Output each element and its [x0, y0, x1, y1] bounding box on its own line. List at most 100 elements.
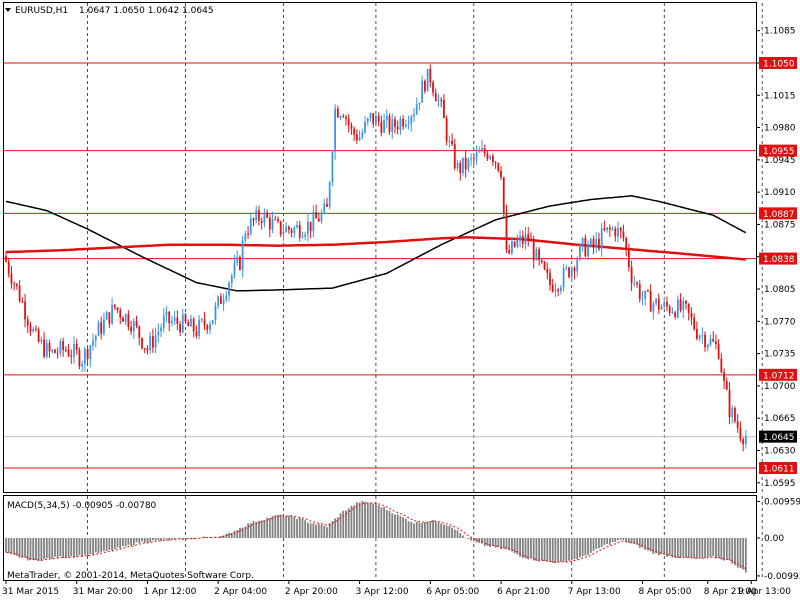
macd-bar	[375, 502, 377, 538]
candle-body	[391, 119, 394, 132]
candle-body	[200, 319, 203, 321]
macd-bar	[500, 538, 502, 549]
candle-body	[630, 267, 633, 284]
candle-body	[315, 212, 317, 219]
macd-bar	[179, 538, 181, 539]
chart-menu-triangle-icon[interactable]	[5, 8, 11, 12]
candle-body	[554, 289, 557, 292]
macd-bar	[519, 538, 521, 557]
time-tick-label: 31 Mar 2015	[2, 587, 59, 597]
candle-body	[5, 255, 7, 262]
macd-bar	[323, 525, 326, 538]
macd-bar	[45, 538, 48, 559]
macd-bar	[394, 514, 396, 538]
macd-bar	[24, 538, 26, 558]
macd-bar	[173, 538, 176, 539]
candle-body	[301, 236, 304, 238]
symbol-header: EURUSD,H1	[15, 6, 68, 16]
candle-body	[157, 331, 160, 336]
candle-body	[470, 158, 473, 160]
macd-bar	[89, 538, 92, 555]
candle-body	[410, 116, 413, 124]
macd-bar	[734, 538, 736, 566]
fast-moving-average	[5, 236, 746, 261]
candle-body	[423, 80, 426, 92]
candle-body	[679, 299, 682, 311]
candle-body	[355, 134, 358, 141]
macd-bar	[32, 538, 35, 560]
level-price-label: 1.0955	[763, 147, 795, 157]
macd-bar	[565, 538, 568, 563]
macd-bar	[622, 538, 625, 540]
macd-bar	[570, 538, 573, 561]
macd-bar	[682, 538, 685, 557]
macd-bar	[472, 538, 475, 542]
candle-body	[307, 221, 309, 235]
macd-bar	[595, 538, 598, 549]
macd-bar	[176, 538, 179, 539]
macd-bar	[56, 538, 59, 559]
macd-bar	[162, 538, 165, 540]
macd-bar	[334, 518, 337, 538]
macd-bar	[649, 538, 652, 552]
macd-bar	[141, 538, 143, 542]
macd-bar	[674, 538, 677, 558]
candle-body	[388, 115, 391, 132]
price-tick-label: 1.0805	[764, 285, 796, 295]
macd-bar	[690, 538, 693, 558]
candle-body	[587, 245, 589, 257]
level-price-label: 1.0712	[763, 371, 795, 381]
candle-body	[739, 427, 742, 440]
candle-body	[336, 108, 339, 118]
macd-bar	[530, 538, 532, 559]
candle-body	[568, 267, 570, 278]
candle-body	[37, 329, 40, 342]
candle-body	[489, 155, 492, 159]
macd-bar	[508, 538, 511, 551]
candle-body	[132, 321, 135, 332]
candle-body	[192, 318, 195, 332]
macd-bar	[78, 538, 81, 556]
macd-bar	[83, 538, 86, 555]
macd-bar	[350, 505, 353, 538]
candle-body	[706, 344, 709, 348]
candle-body	[622, 231, 625, 239]
macd-bar	[385, 509, 388, 538]
macd-bar	[486, 538, 489, 546]
candle-body	[437, 99, 440, 102]
macd-bar	[410, 521, 413, 538]
macd-bar	[73, 538, 75, 558]
copyright-text: MetaTrader, © 2001-2014, MetaQuotes Soft…	[7, 571, 254, 581]
candle-body	[693, 317, 696, 329]
candle-body	[81, 363, 84, 367]
macd-bar	[426, 522, 429, 538]
price-tick-label: 1.0980	[764, 124, 796, 134]
candle-body	[56, 353, 59, 355]
candle-body	[13, 283, 16, 285]
candle-body	[266, 212, 269, 218]
candle-body	[671, 312, 674, 314]
macd-bar	[124, 538, 127, 547]
candle-body	[497, 163, 500, 172]
candle-body	[532, 241, 535, 261]
candle-body	[334, 108, 337, 152]
candle-body	[18, 285, 21, 302]
macd-bar	[304, 520, 307, 538]
candle-body	[130, 326, 133, 332]
macd-bar	[429, 521, 432, 538]
candle-body	[464, 157, 467, 170]
candle-body	[478, 151, 481, 153]
candle-body	[576, 259, 579, 272]
candle-body	[483, 148, 486, 154]
candle-body	[595, 238, 598, 248]
candle-body	[655, 298, 657, 304]
macd-bar	[97, 538, 100, 554]
macd-bar	[437, 522, 440, 538]
candle-body	[323, 203, 326, 213]
macd-bar	[59, 538, 62, 557]
macd-bar	[200, 537, 203, 539]
macd-bar	[589, 538, 592, 553]
candle-body	[546, 269, 549, 273]
candle-body	[666, 302, 668, 307]
